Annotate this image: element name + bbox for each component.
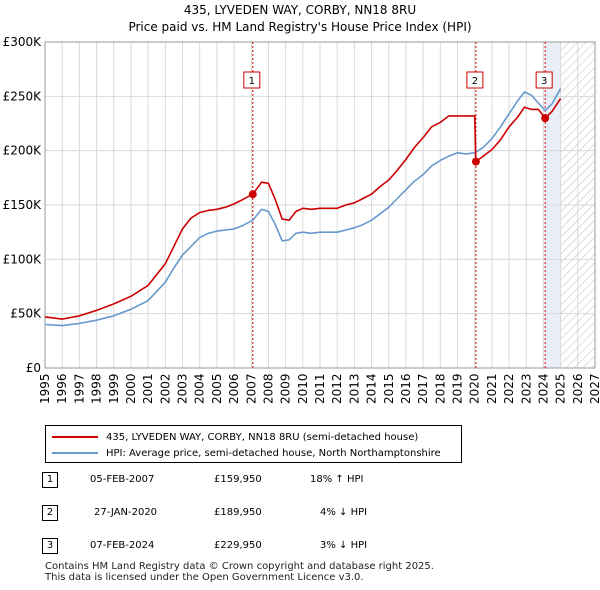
sale-marker-box [535, 71, 553, 89]
x-tick-label: 2005 [210, 373, 224, 404]
y-tick-label: £250K [3, 89, 43, 103]
chart-subtitle: Price paid vs. HM Land Registry's House … [128, 20, 472, 34]
sale-hpi-diff: 18% ↑ HPI [310, 474, 364, 485]
x-tick-label: 2026 [571, 373, 585, 404]
y-tick-label: £100K [3, 252, 43, 266]
x-tick-label: 2004 [193, 373, 207, 404]
chart-legend: 435, LYVEDEN WAY, CORBY, NN18 8RU (semi-… [45, 425, 462, 463]
x-tick-label: 2017 [416, 373, 430, 404]
legend-label-hpi: HPI: Average price, semi-detached house,… [106, 447, 441, 459]
x-tick-label: 2024 [536, 373, 550, 404]
x-tick-label: 2012 [330, 373, 344, 404]
sale-price: £189,950 [214, 507, 262, 518]
plot-border [44, 41, 596, 369]
x-tick-label: 2011 [313, 373, 327, 404]
sale-marker-label: 2 [472, 76, 478, 87]
x-tick-label: 1999 [107, 373, 121, 404]
sale-hpi-diff: 3% ↓ HPI [320, 540, 368, 551]
x-tick-label: 1998 [90, 373, 104, 404]
y-tick-label: £200K [3, 144, 43, 158]
x-tick-label: 2018 [433, 373, 447, 404]
attribution-line-2: This data is licensed under the Open Gov… [45, 572, 364, 583]
x-tick-label: 2008 [261, 373, 275, 404]
x-tick-label: 2023 [519, 373, 533, 404]
x-tick-label: 2022 [502, 373, 516, 404]
y-tick-label: £300K [3, 35, 43, 49]
property-series-line [44, 98, 562, 320]
x-tick-label: 2025 [554, 373, 568, 404]
x-tick-label: 2000 [124, 373, 138, 404]
legend-label-property: 435, LYVEDEN WAY, CORBY, NN18 8RU (semi-… [106, 431, 419, 443]
sale-hpi-diff: 4% ↓ HPI [320, 507, 368, 518]
sale-marker-badge: 1 [42, 472, 58, 488]
table-row: 2 27-JAN-2020 £189,950 4% ↓ HPI [42, 505, 442, 525]
x-tick-label: 2013 [347, 373, 361, 404]
table-row: 1 05-FEB-2007 £159,950 18% ↑ HPI [42, 472, 442, 492]
sale-marker-badge: 3 [42, 538, 58, 554]
sale-date: 27-JAN-2020 [94, 507, 158, 518]
legend-swatch-hpi [52, 452, 98, 454]
chart-header: 435, LYVEDEN WAY, CORBY, NN18 8RU Price … [0, 2, 600, 36]
x-tick-label: 2020 [468, 373, 482, 404]
x-tick-label: 2010 [296, 373, 310, 404]
x-tick-label: 1996 [55, 373, 69, 404]
sale-date: 05-FEB-2007 [90, 474, 155, 485]
legend-item-property: 435, LYVEDEN WAY, CORBY, NN18 8RU (semi-… [52, 429, 418, 445]
x-tick-label: 2019 [451, 373, 465, 404]
x-tick-label: 2009 [279, 373, 293, 404]
legend-swatch-property [52, 436, 98, 438]
x-tick-label: 2006 [227, 373, 241, 404]
sale-marker-label: 3 [541, 76, 547, 87]
sale-marker-label: 1 [249, 76, 255, 87]
sale-point [248, 190, 257, 199]
x-tick-label: 2021 [485, 373, 499, 404]
x-tick-label: 2001 [141, 373, 155, 404]
hpi-series-line [44, 88, 562, 327]
sale-point [471, 157, 480, 166]
sale-price: £229,950 [214, 540, 262, 551]
x-tick-label: 1995 [38, 373, 52, 404]
sale-marker-box [466, 71, 484, 89]
attribution-line-1: Contains HM Land Registry data © Crown c… [45, 561, 434, 572]
y-tick-label: £50K [10, 307, 42, 321]
x-tick-label: 1997 [72, 373, 86, 404]
chart-title: 435, LYVEDEN WAY, CORBY, NN18 8RU [183, 3, 417, 17]
x-tick-label: 2016 [399, 373, 413, 404]
table-row: 3 07-FEB-2024 £229,950 3% ↓ HPI [42, 538, 442, 558]
x-tick-label: 2015 [382, 373, 396, 404]
sale-marker-badge: 2 [42, 505, 58, 521]
sale-point [541, 114, 550, 123]
legend-item-hpi: HPI: Average price, semi-detached house,… [52, 445, 441, 461]
attribution-footer: Contains HM Land Registry data © Crown c… [45, 561, 434, 583]
y-tick-label: £0 [26, 361, 41, 375]
sale-date: 07-FEB-2024 [90, 540, 155, 551]
x-tick-label: 2027 [588, 373, 600, 404]
sale-price: £159,950 [214, 474, 262, 485]
x-tick-label: 2002 [158, 373, 172, 404]
x-tick-label: 2003 [176, 373, 190, 404]
x-tick-label: 2014 [365, 373, 379, 404]
x-tick-label: 2007 [244, 373, 258, 404]
sale-marker-box [243, 71, 261, 89]
y-tick-label: £150K [3, 198, 43, 212]
